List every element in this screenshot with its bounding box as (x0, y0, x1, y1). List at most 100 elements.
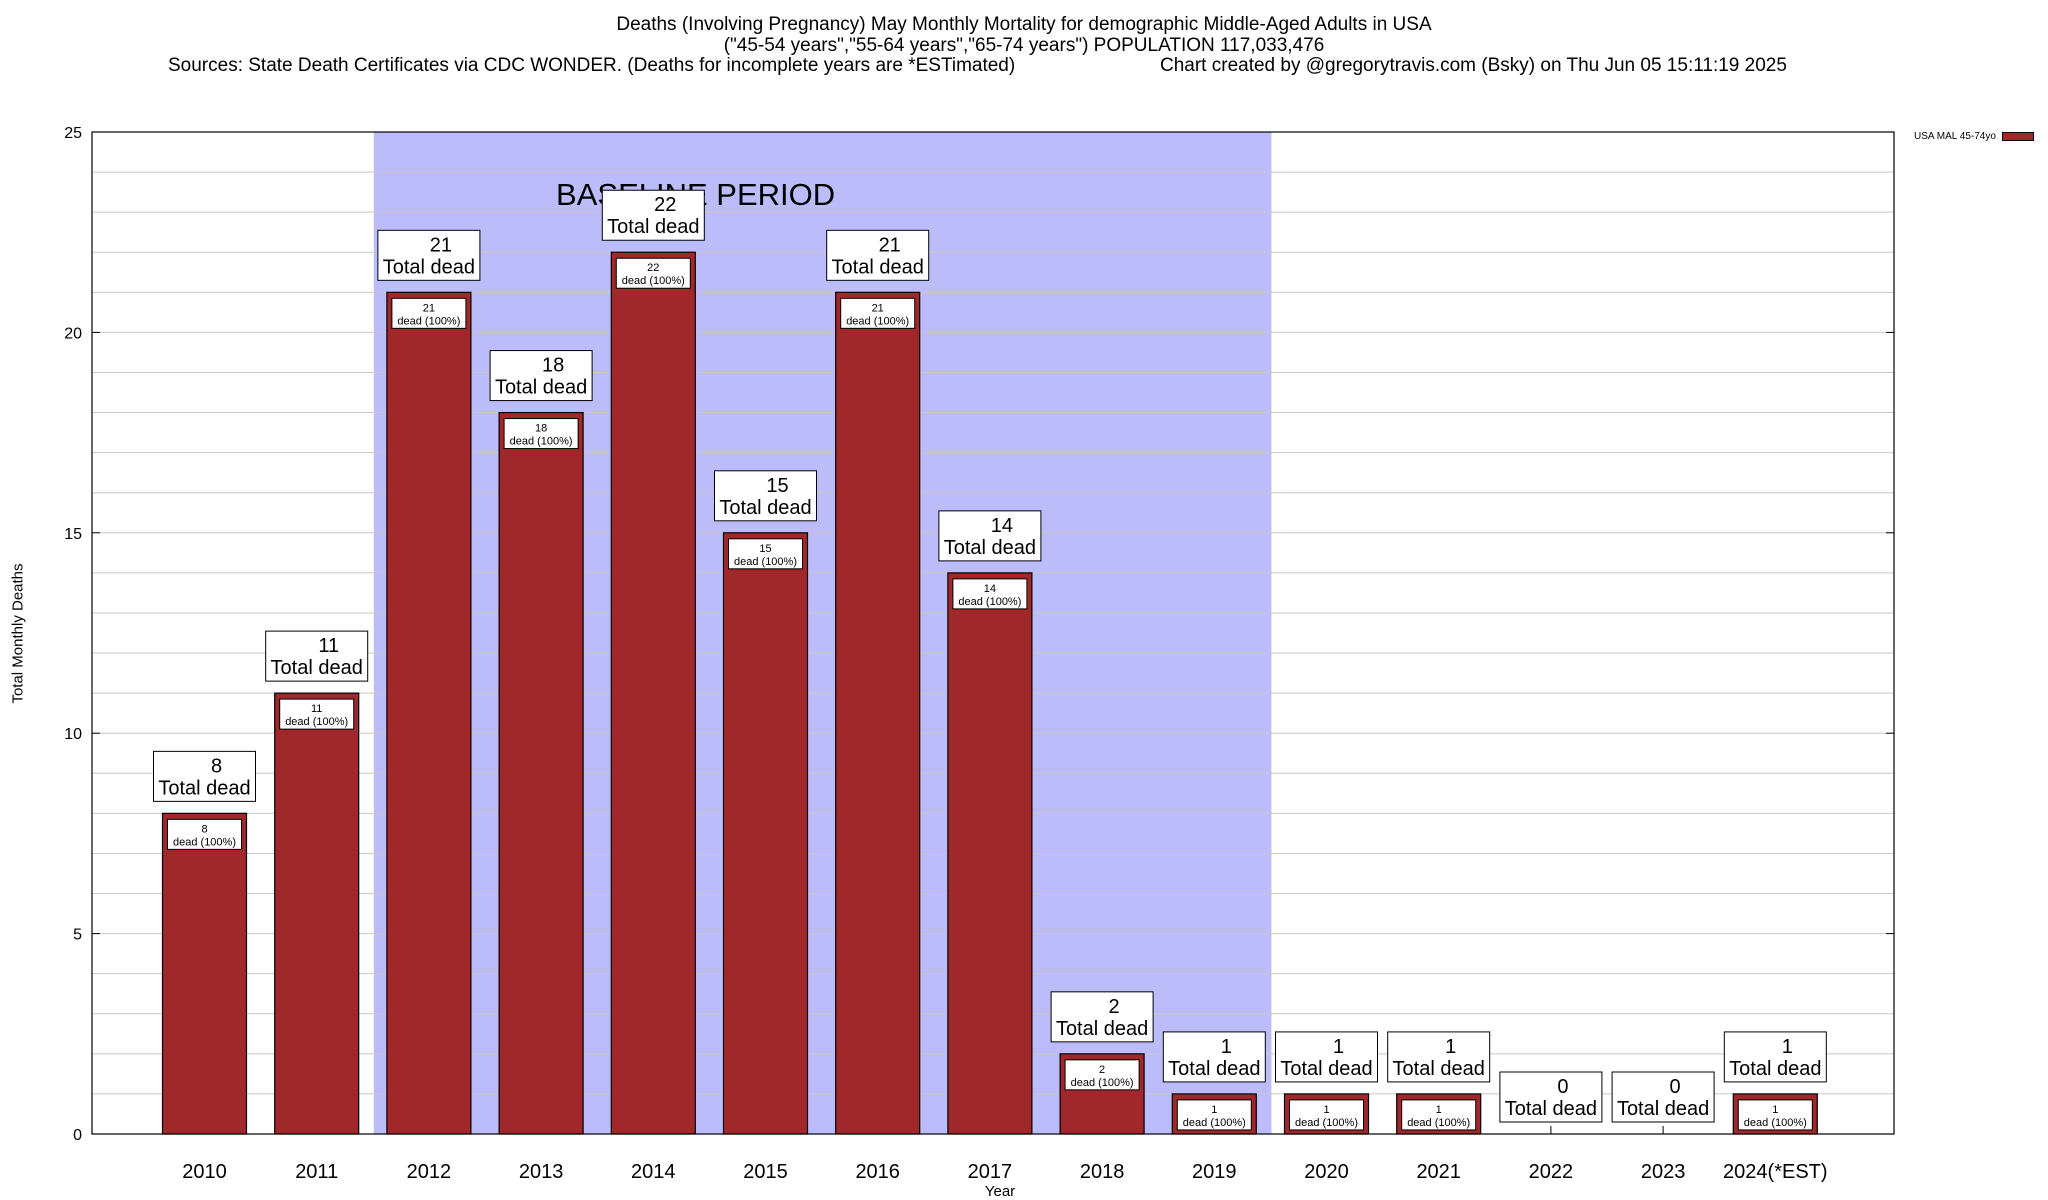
bar-total-value: 8 (211, 755, 222, 777)
bar-total-value: 21 (430, 234, 452, 256)
x-tick-label: 2022 (1529, 1161, 1574, 1183)
bar-inner-value: 1 (1323, 1104, 1329, 1116)
bar-inner-percent: dead (100%) (734, 556, 797, 568)
bar-inner-label-box (1289, 1099, 1364, 1131)
bar-total-value: 21 (879, 234, 901, 256)
bar-inner-value: 1 (1211, 1104, 1217, 1116)
y-tick-label: 25 (64, 125, 82, 142)
bar-inner-label-box (1401, 1099, 1477, 1131)
bar-inner-percent: dead (100%) (1071, 1077, 1134, 1089)
chart-sources: Sources: State Death Certificates via CD… (168, 55, 1016, 76)
x-tick-label: 2016 (855, 1161, 900, 1183)
x-tick-label: 2023 (1641, 1161, 1686, 1183)
x-tick-label: 2012 (407, 1161, 452, 1183)
bar-inner-value: 1 (1436, 1104, 1442, 1116)
bar-inner-percent: dead (100%) (958, 596, 1021, 608)
bar-total-suffix: Total dead (1393, 1058, 1485, 1080)
bar-total-value: 11 (318, 635, 339, 657)
bar-total-label-box (714, 470, 817, 522)
bar (610, 251, 696, 1135)
bar-total-value: 15 (766, 475, 788, 497)
bar-total-suffix: Total dead (383, 256, 475, 278)
bar-total-suffix: Total dead (271, 657, 363, 679)
bar-inner-label-box (952, 578, 1028, 610)
bar-total-suffix: Total dead (1505, 1098, 1597, 1120)
bar-inner-label-box (615, 257, 691, 289)
bar-total-suffix: Total dead (495, 377, 587, 399)
x-tick-label: 2011 (295, 1161, 338, 1183)
bar-total-value: 1 (1333, 1036, 1344, 1058)
bar-total-suffix: Total dead (1168, 1058, 1260, 1080)
bar-total-suffix: Total dead (1056, 1018, 1148, 1040)
bar-total-suffix: Total dead (719, 497, 811, 519)
bar-total-value: 22 (654, 194, 676, 216)
y-tick-label: 10 (64, 726, 82, 743)
bar-total-value: 0 (1670, 1076, 1681, 1098)
y-tick-label: 20 (64, 325, 82, 342)
bar-inner-value: 2 (1099, 1064, 1105, 1076)
bar-inner-value: 14 (984, 583, 996, 595)
bar-total-label-box (377, 229, 481, 281)
bar-inner-percent: dead (100%) (173, 836, 236, 848)
bar (722, 532, 809, 1135)
bar-total-value: 1 (1221, 1036, 1232, 1058)
bar-inner-label-box (728, 538, 803, 570)
x-tick-label: 2018 (1080, 1161, 1125, 1183)
bar-inner-value: 8 (201, 823, 207, 835)
bar-inner-label-box (1064, 1059, 1140, 1091)
chart-subtitle: ("45-54 years","55-64 years","65-74 year… (723, 35, 1325, 56)
bar (947, 572, 1033, 1135)
bar-inner-value: 18 (535, 423, 547, 435)
bar-inner-percent: dead (100%) (397, 315, 460, 327)
bar-inner-percent: dead (100%) (1407, 1117, 1470, 1129)
bar-inner-percent: dead (100%) (510, 436, 573, 448)
bar-inner-value: 21 (872, 302, 884, 314)
bar-total-value: 1 (1782, 1036, 1793, 1058)
x-tick-label: 2013 (519, 1161, 564, 1183)
x-tick-label: 2021 (1416, 1161, 1461, 1183)
legend-label: USA MAL 45-74yo (1914, 131, 1996, 142)
bar-total-label-box (938, 510, 1042, 562)
x-tick-label: 2017 (968, 1161, 1013, 1183)
bar-total-label-box (265, 630, 369, 682)
bar-total-label-box (153, 750, 256, 802)
bar-inner-label-box (1176, 1099, 1252, 1131)
bar-total-suffix: Total dead (1280, 1058, 1372, 1080)
x-tick-label: 2024(*EST) (1723, 1161, 1828, 1183)
y-tick-label: 0 (73, 1127, 82, 1144)
y-tick-label: 5 (73, 927, 82, 944)
bar-inner-value: 15 (759, 543, 771, 555)
x-tick-label: 2014 (631, 1161, 676, 1183)
bar-inner-percent: dead (100%) (1744, 1117, 1807, 1129)
bar-total-suffix: Total dead (832, 256, 924, 278)
bar-total-suffix: Total dead (158, 777, 250, 799)
x-tick-label: 2010 (182, 1161, 227, 1183)
bar-total-suffix: Total dead (607, 216, 699, 238)
bar (274, 692, 360, 1135)
y-axis-label: Total Monthly Deaths (9, 563, 27, 704)
bar-total-suffix: Total dead (1729, 1058, 1821, 1080)
bar-total-label-box (1275, 1031, 1378, 1083)
bar-total-suffix: Total dead (1617, 1098, 1709, 1120)
bar (835, 291, 921, 1135)
bar-total-value: 2 (1109, 996, 1120, 1018)
x-axis-label: Year (984, 1183, 1016, 1200)
bar-total-value: 1 (1445, 1036, 1456, 1058)
chart-title: Deaths (Involving Pregnancy) May Monthly… (616, 14, 1432, 35)
bar-total-label-box (1723, 1031, 1827, 1083)
bar (161, 812, 248, 1135)
bar-inner-label-box (391, 297, 467, 329)
legend-swatch (2001, 132, 2034, 141)
bar-inner-percent: dead (100%) (622, 275, 685, 287)
bar-inner-label-box (503, 418, 579, 450)
bar-inner-label-box (279, 698, 355, 730)
bar-inner-percent: dead (100%) (1183, 1117, 1246, 1129)
bar-inner-value: 11 (311, 703, 322, 715)
bar-inner-percent: dead (100%) (846, 315, 909, 327)
bar (498, 411, 584, 1135)
bar-total-label-box (489, 350, 593, 402)
bar-inner-label-box (1737, 1099, 1813, 1131)
bar-inner-label-box (840, 297, 916, 329)
x-tick-label: 2020 (1304, 1161, 1349, 1183)
